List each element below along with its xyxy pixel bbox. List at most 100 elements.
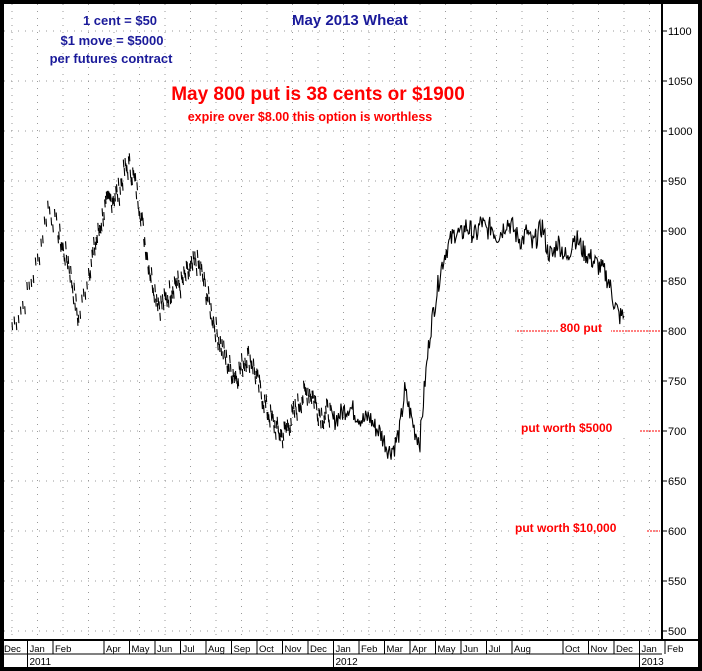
price-bar <box>82 288 85 297</box>
price-bar <box>111 197 114 206</box>
price-bar <box>61 242 64 251</box>
price-bar <box>220 347 223 356</box>
price-bar <box>225 349 228 358</box>
price-bar <box>317 417 320 427</box>
price-bar <box>266 411 269 420</box>
price-bar <box>42 235 44 244</box>
price-bar <box>193 257 195 266</box>
price-bar <box>210 303 212 312</box>
price-bar <box>312 390 314 399</box>
headline-annotation: May 800 put is 38 cents or $1900 <box>171 84 465 105</box>
price-bar <box>118 197 121 206</box>
ref-label-bg <box>559 321 611 334</box>
chart-title: May 2013 Wheat <box>292 12 408 29</box>
price-bar <box>166 298 168 307</box>
price-bar <box>230 376 233 385</box>
price-bar <box>296 412 298 421</box>
y-tick-label: 700 <box>668 426 686 438</box>
price-bar <box>216 329 218 338</box>
price-bar <box>215 316 218 325</box>
price-bar <box>34 257 37 266</box>
price-bar <box>206 294 209 303</box>
price-bar <box>59 243 62 252</box>
price-bar <box>132 167 134 176</box>
price-bar <box>281 440 284 449</box>
price-bar <box>170 294 172 303</box>
price-bar <box>242 360 245 369</box>
y-tick-label: 850 <box>668 276 686 288</box>
price-bar <box>116 184 118 193</box>
price-bar <box>76 307 78 316</box>
x-tick-label: Apr <box>106 644 121 655</box>
price-bar <box>40 238 42 247</box>
price-bar <box>113 198 116 207</box>
price-bar <box>222 351 224 360</box>
grid-lines <box>4 4 662 640</box>
price-bar <box>86 281 88 290</box>
price-bar <box>72 296 75 305</box>
price-bar <box>183 266 185 275</box>
price-bar <box>147 266 150 275</box>
price-bar <box>162 302 165 311</box>
price-bar <box>231 375 234 384</box>
price-bar <box>189 263 191 272</box>
x-tick-label: Mar <box>387 644 403 655</box>
price-bar <box>104 199 106 208</box>
price-bar <box>292 400 295 410</box>
price-bar <box>291 406 294 415</box>
price-bar <box>140 212 143 221</box>
price-bar <box>91 249 93 258</box>
x-tick-label: Jul <box>183 644 195 655</box>
info-line-2: $1 move = $5000 <box>61 33 164 48</box>
price-bar <box>110 204 113 214</box>
price-bar <box>267 411 269 420</box>
price-bar <box>139 218 142 227</box>
price-bar <box>30 278 33 287</box>
price-bar <box>55 212 58 221</box>
price-bar <box>107 190 110 199</box>
price-bar <box>285 424 287 433</box>
price-bar <box>167 299 170 308</box>
x-tick-label: Feb <box>361 644 377 655</box>
price-bar <box>320 407 323 416</box>
price-bar <box>95 237 98 246</box>
price-bar <box>74 302 76 311</box>
price-bar <box>209 311 212 320</box>
price-bar <box>159 312 161 321</box>
price-bar <box>247 345 250 354</box>
price-bar <box>283 421 286 430</box>
price-bar <box>66 261 69 270</box>
price-bar <box>260 391 263 400</box>
price-bar <box>224 356 227 365</box>
put-reference-lines: 800 put put worth $5000 put worth $10,000 <box>514 321 660 535</box>
price-bar <box>135 191 138 200</box>
price-bar <box>280 429 283 438</box>
price-bar <box>320 420 322 429</box>
price-bar <box>144 251 147 260</box>
price-bar <box>65 241 67 250</box>
price-bar <box>155 298 157 307</box>
x-tick-label: Aug <box>208 644 225 655</box>
price-bar <box>321 419 324 429</box>
price-bar <box>121 182 124 191</box>
price-bar <box>63 253 65 262</box>
price-bar <box>143 238 145 247</box>
x-tick-label: Apr <box>412 644 427 655</box>
price-bar <box>11 322 14 331</box>
price-bar <box>105 191 108 200</box>
price-bar <box>75 293 77 302</box>
price-bar <box>68 265 70 274</box>
price-bar <box>169 296 172 305</box>
price-bar <box>199 267 201 276</box>
price-bar <box>211 317 213 326</box>
price-bar <box>96 234 99 244</box>
price-bar <box>116 193 119 202</box>
x-tick-label: Jan <box>642 644 657 655</box>
price-bar <box>50 217 53 226</box>
price-bar <box>277 425 280 434</box>
price-bar <box>133 173 136 182</box>
price-bar <box>175 280 178 289</box>
price-bar <box>172 286 174 295</box>
price-bar <box>282 432 285 441</box>
